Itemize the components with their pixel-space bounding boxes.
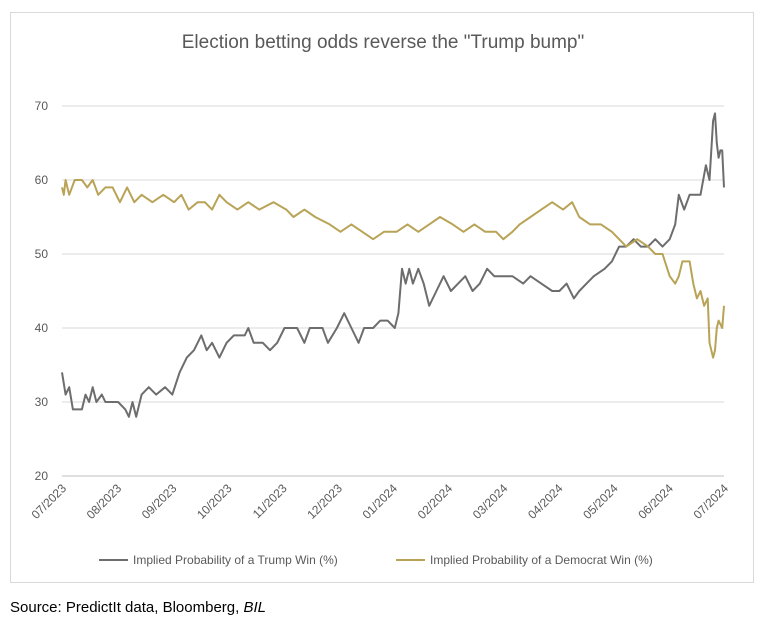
legend-label: Implied Probability of a Trump Win (%) xyxy=(133,553,338,567)
x-tick-label: 01/2024 xyxy=(360,481,401,522)
y-tick-label: 40 xyxy=(35,321,49,335)
x-tick-label: 04/2024 xyxy=(525,481,566,522)
x-tick-label: 06/2024 xyxy=(635,481,676,522)
x-tick-label: 07/2024 xyxy=(691,481,732,522)
y-tick-label: 70 xyxy=(35,99,49,113)
x-tick-label: 08/2023 xyxy=(84,481,125,522)
x-tick-label: 03/2024 xyxy=(470,481,511,522)
gridlines xyxy=(62,105,724,403)
series-line-trump xyxy=(61,112,725,418)
x-tick-label: 05/2024 xyxy=(580,481,621,522)
chart-title: Election betting odds reverse the "Trump… xyxy=(182,32,585,53)
y-tick-label: 50 xyxy=(35,247,49,261)
y-axis-ticks: 20 30 40 50 60 70 xyxy=(35,99,49,483)
source-italic: BIL xyxy=(243,599,266,616)
series-lines xyxy=(61,112,725,418)
x-tick-label: 10/2023 xyxy=(194,481,235,522)
x-tick-label: 09/2023 xyxy=(139,481,180,522)
x-tick-label: 07/2023 xyxy=(29,481,70,522)
x-tick-label: 12/2023 xyxy=(304,481,345,522)
x-tick-label: 02/2024 xyxy=(415,481,456,522)
source-note: Source: PredictIt data, Bloomberg, BIL xyxy=(10,599,266,616)
legend-label: Implied Probability of a Democrat Win (%… xyxy=(430,553,653,567)
y-tick-label: 60 xyxy=(35,173,49,187)
series-line-democrat xyxy=(61,179,725,359)
chart-frame xyxy=(10,12,754,583)
x-tick-label: 11/2023 xyxy=(250,481,290,521)
y-tick-label: 20 xyxy=(35,469,49,483)
x-axis-ticks: 07/2023 08/2023 09/2023 10/2023 11/2023 12/20… xyxy=(29,481,732,522)
source-text: Source: PredictIt data, Bloomberg, xyxy=(10,599,244,616)
y-tick-label: 30 xyxy=(35,395,49,409)
legend: Implied Probability of a Trump Win (%) Im… xyxy=(99,553,653,567)
